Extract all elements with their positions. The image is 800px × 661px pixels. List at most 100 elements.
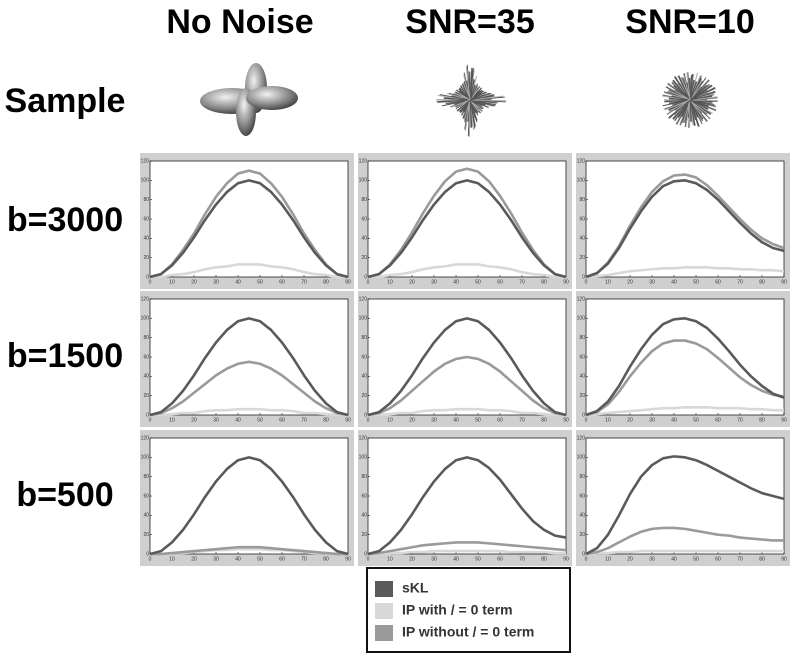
x-tick-label: 20: [409, 279, 415, 285]
series-line: [149, 179, 349, 279]
x-tick-label: 80: [541, 279, 547, 285]
y-tick-label: 60: [143, 216, 149, 222]
series-line: [585, 455, 785, 556]
spike: [689, 99, 692, 122]
x-tick-label: 50: [475, 279, 481, 285]
spike: [674, 90, 691, 101]
spike: [686, 72, 691, 101]
y-tick-label: 0: [364, 551, 367, 557]
x-tick-label: 0: [367, 556, 370, 562]
x-tick-label: 20: [627, 556, 633, 562]
spike: [689, 99, 717, 111]
legend-swatch: [375, 625, 393, 641]
y-tick-label: 120: [577, 296, 586, 302]
x-tick-label: 80: [541, 556, 547, 562]
y-tick-label: 80: [361, 197, 367, 203]
y-tick-label: 40: [579, 236, 585, 242]
y-tick-label: 40: [143, 513, 149, 519]
x-tick-label: 60: [497, 417, 503, 423]
sample-smooth: [200, 63, 298, 136]
plot-area: [367, 437, 567, 555]
column-header: SNR=35: [405, 3, 534, 41]
y-tick-label: 120: [359, 435, 368, 441]
series-line: [585, 339, 785, 417]
x-tick-label: 40: [453, 556, 459, 562]
legend: sKL IP with / = 0 term IP without / = 0 te…: [366, 567, 571, 653]
x-tick-label: 30: [649, 417, 655, 423]
x-tick-label: 0: [367, 279, 370, 285]
spike: [674, 99, 691, 122]
y-tick-label: 20: [361, 393, 367, 399]
y-tick-label: 100: [577, 178, 586, 184]
y-tick-label: 20: [361, 532, 367, 538]
y-tick-label: 40: [143, 374, 149, 380]
x-tick-label: 10: [387, 417, 393, 423]
spike: [450, 95, 471, 101]
y-tick-label: 40: [361, 513, 367, 519]
x-tick-label: 40: [235, 556, 241, 562]
x-tick-label: 70: [519, 556, 525, 562]
plot-area: [585, 437, 785, 555]
y-tick-label: 60: [579, 493, 585, 499]
x-tick-label: 10: [605, 417, 611, 423]
x-tick-label: 0: [149, 417, 152, 423]
x-tick-label: 20: [191, 556, 197, 562]
panel: 0 10 20 30 40 50 60 70 80 90 0 20 40 60 80 100 120: [358, 291, 572, 427]
y-tick-label: 120: [141, 435, 150, 441]
y-tick-label: 60: [143, 493, 149, 499]
x-tick-label: 40: [671, 556, 677, 562]
x-tick-label: 10: [387, 556, 393, 562]
sample-noisy: [436, 64, 718, 137]
spike: [469, 99, 484, 110]
x-tick-label: 90: [345, 279, 351, 285]
x-tick-label: 60: [497, 279, 503, 285]
x-tick-label: 90: [563, 279, 569, 285]
x-tick-label: 90: [345, 417, 351, 423]
legend-swatch: [375, 581, 393, 597]
x-tick-label: 50: [475, 417, 481, 423]
spike: [689, 86, 702, 101]
x-tick-label: 20: [627, 417, 633, 423]
x-tick-label: 30: [431, 279, 437, 285]
panel: 0 10 20 30 40 50 60 70 80 90 0 20 40 60 80 100 120: [140, 430, 354, 566]
legend-label: sKL: [402, 580, 429, 596]
x-tick-label: 80: [323, 279, 329, 285]
spike: [671, 82, 691, 101]
row-header: Sample: [5, 82, 126, 120]
legend-box: [366, 567, 571, 653]
x-tick-label: 80: [759, 417, 765, 423]
x-tick-label: 0: [585, 556, 588, 562]
series-line: [367, 317, 567, 417]
x-tick-label: 40: [235, 417, 241, 423]
spike: [677, 75, 691, 101]
y-tick-label: 120: [577, 435, 586, 441]
x-tick-label: 80: [323, 417, 329, 423]
spike: [664, 99, 691, 111]
spike: [669, 99, 691, 112]
spike: [689, 95, 712, 101]
legend-label: IP without / = 0 term: [402, 624, 534, 640]
spike: [459, 93, 471, 101]
x-tick-label: 60: [279, 279, 285, 285]
y-tick-label: 60: [361, 216, 367, 222]
x-tick-label: 60: [497, 556, 503, 562]
spike: [456, 99, 471, 112]
y-tick-label: 100: [359, 455, 368, 461]
y-tick-label: 40: [143, 236, 149, 242]
spike: [668, 99, 691, 104]
series-line: [367, 167, 567, 279]
spike: [460, 99, 471, 114]
series-line: [585, 526, 784, 556]
x-tick-label: 30: [213, 556, 219, 562]
series-line: [585, 179, 785, 279]
x-tick-label: 30: [431, 417, 437, 423]
x-tick-label: 50: [693, 556, 699, 562]
y-tick-label: 20: [143, 532, 149, 538]
x-tick-label: 60: [715, 279, 721, 285]
series-line: [367, 541, 567, 556]
x-tick-label: 50: [257, 279, 263, 285]
x-tick-label: 60: [715, 417, 721, 423]
plot-area: [367, 160, 567, 278]
column-header: SNR=10: [625, 3, 754, 41]
y-tick-label: 80: [579, 335, 585, 341]
